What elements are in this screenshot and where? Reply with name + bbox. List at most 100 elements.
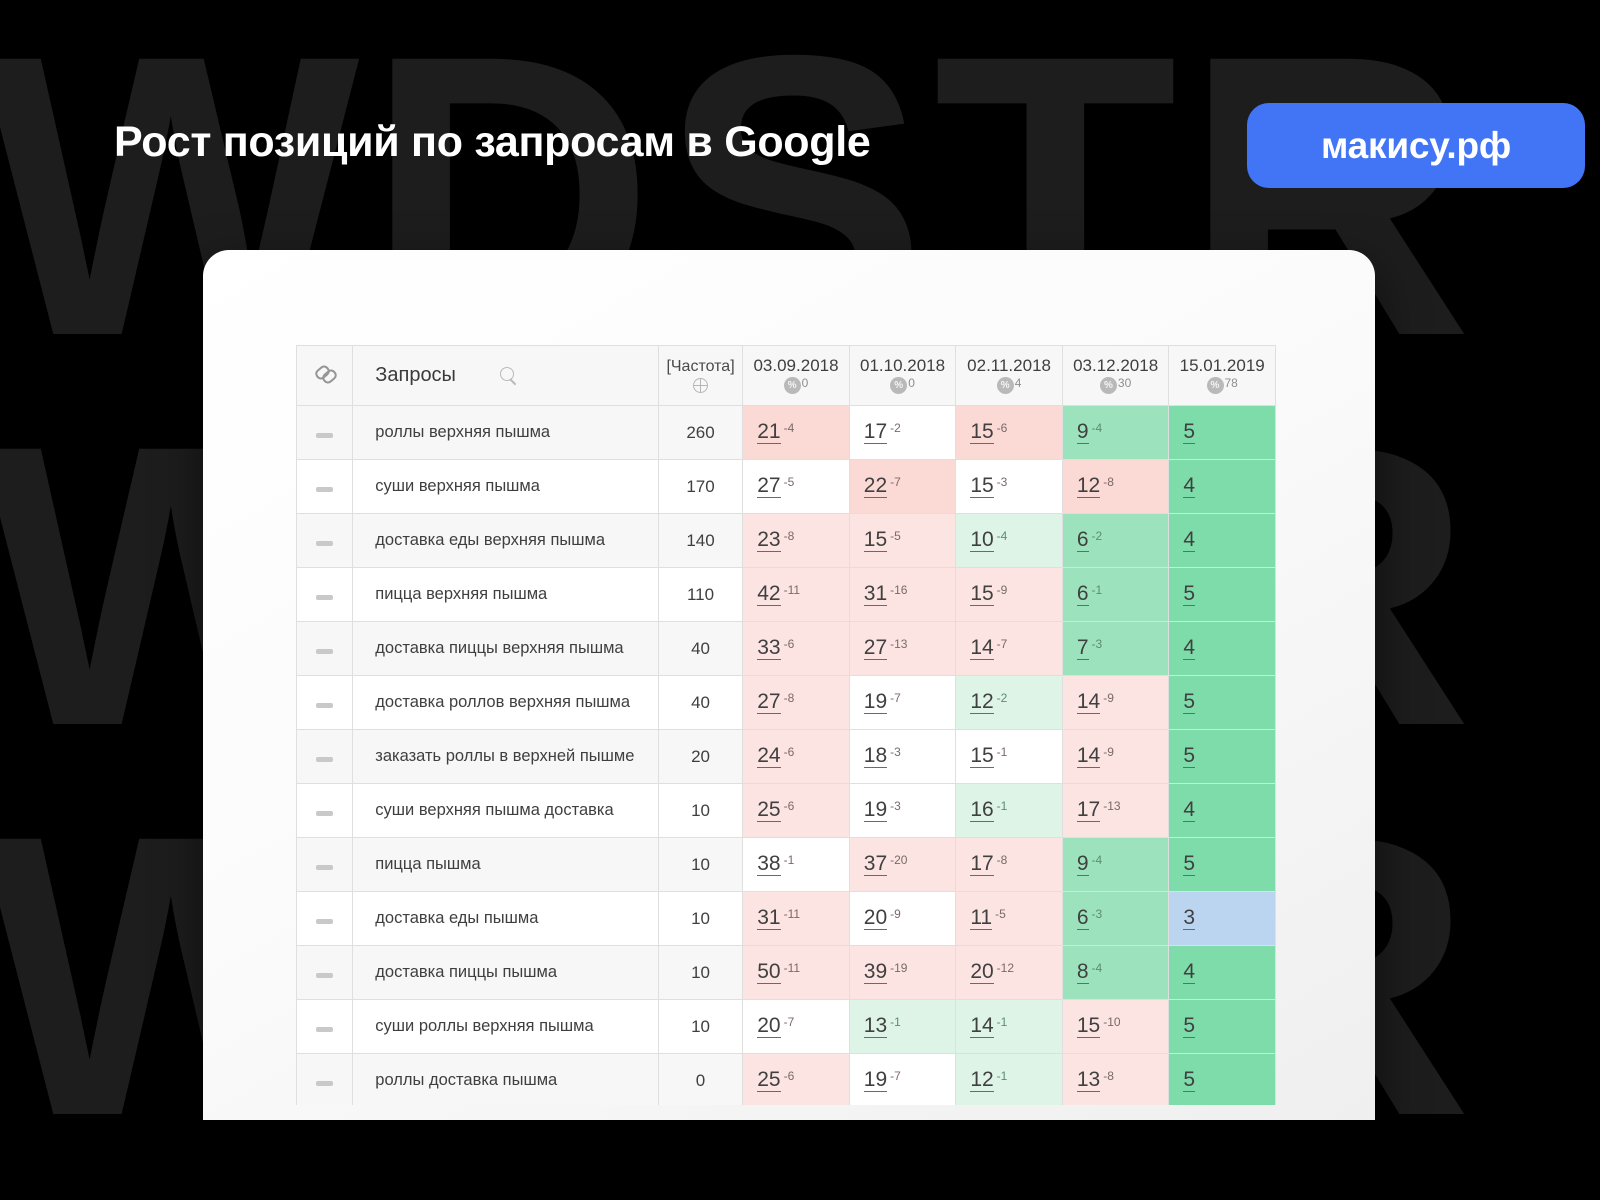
query-cell[interactable]: роллы верхняя пышма	[352, 405, 659, 460]
row-marker-cell[interactable]	[296, 999, 354, 1054]
query-cell[interactable]: пицца пышма	[352, 837, 659, 892]
table-row[interactable]: роллы доставка пышма 0 25 -6 19 -7 12 -1 13 -8 5	[296, 1053, 1276, 1105]
position-cell[interactable]: 9 -4	[1061, 405, 1170, 460]
position-cell[interactable]: 20 -7	[742, 999, 850, 1054]
position-cell[interactable]: 19 -3	[848, 783, 957, 838]
position-cell[interactable]: 31 -16	[848, 567, 957, 622]
query-cell[interactable]: роллы доставка пышма	[352, 1053, 659, 1105]
position-cell[interactable]: 15 -10	[1061, 999, 1170, 1054]
position-cell[interactable]: 7 -3	[1061, 621, 1170, 676]
row-marker-cell[interactable]	[296, 621, 354, 676]
query-cell[interactable]: доставка еды пышма	[352, 891, 659, 946]
position-cell[interactable]: 5	[1168, 567, 1276, 622]
position-cell[interactable]: 17 -2	[848, 405, 957, 460]
position-cell[interactable]: 39 -19	[848, 945, 957, 1000]
position-cell[interactable]: 14 -7	[955, 621, 1063, 676]
row-marker-cell[interactable]	[296, 675, 354, 730]
position-cell[interactable]: 24 -6	[742, 729, 850, 784]
position-cell[interactable]: 5	[1168, 1053, 1276, 1105]
position-cell[interactable]: 50 -11	[742, 945, 850, 1000]
row-marker-cell[interactable]	[296, 837, 354, 892]
row-marker-cell[interactable]	[296, 405, 354, 460]
position-cell[interactable]: 37 -20	[848, 837, 957, 892]
table-row[interactable]: доставка пиццы пышма 10 50 -11 39 -19 20 -12 8 -4…	[296, 945, 1276, 1000]
table-row[interactable]: суши верхняя пышма 170 27 -5 22 -7 15 -3 12 -8 4	[296, 459, 1276, 514]
query-cell[interactable]: суши верхняя пышма доставка	[352, 783, 659, 838]
row-marker-cell[interactable]	[296, 459, 354, 514]
table-row[interactable]: суши верхняя пышма доставка 10 25 -6 19 -3 16-…	[296, 783, 1276, 838]
column-header-date-3[interactable]: 02.11.2018% 4	[955, 345, 1063, 406]
position-cell[interactable]: 4	[1168, 945, 1276, 1000]
position-cell[interactable]: 14 -1	[955, 999, 1063, 1054]
table-row[interactable]: заказать роллы в верхней пышме 20 24 -6 18 -3…	[296, 729, 1276, 784]
position-cell[interactable]: 42 -11	[742, 567, 850, 622]
position-cell[interactable]: 25 -6	[742, 1053, 850, 1105]
position-cell[interactable]: 4	[1168, 621, 1276, 676]
position-cell[interactable]: 33 -6	[742, 621, 850, 676]
row-marker-cell[interactable]	[296, 945, 354, 1000]
position-cell[interactable]: 5	[1168, 729, 1276, 784]
query-cell[interactable]: заказать роллы в верхней пышме	[352, 729, 659, 784]
position-cell[interactable]: 15 -9	[955, 567, 1063, 622]
brand-badge[interactable]: макису.рф	[1247, 103, 1585, 188]
query-cell[interactable]: доставка роллов верхняя пышма	[352, 675, 659, 730]
position-cell[interactable]: 5	[1168, 837, 1276, 892]
position-cell[interactable]: 15 -1	[955, 729, 1063, 784]
table-row[interactable]: доставка роллов верхняя пышма 40 27 -8 19 -7 1…	[296, 675, 1276, 730]
row-marker-cell[interactable]	[296, 729, 354, 784]
column-header-link[interactable]	[296, 345, 354, 406]
query-cell[interactable]: доставка пиццы верхняя пышма	[352, 621, 659, 676]
position-cell[interactable]: 16 -1	[955, 783, 1063, 838]
row-marker-cell[interactable]	[296, 891, 354, 946]
position-cell[interactable]: 15 -5	[848, 513, 957, 568]
position-cell[interactable]: 27 -5	[742, 459, 850, 514]
position-cell[interactable]: 12 -1	[955, 1053, 1063, 1105]
row-marker-cell[interactable]	[296, 513, 354, 568]
position-cell[interactable]: 31 -11	[742, 891, 850, 946]
position-cell[interactable]: 25 -6	[742, 783, 850, 838]
position-cell[interactable]: 5	[1168, 675, 1276, 730]
position-cell[interactable]: 38 -1	[742, 837, 850, 892]
position-cell[interactable]: 13 -8	[1061, 1053, 1170, 1105]
position-cell[interactable]: 20 -9	[848, 891, 957, 946]
table-row[interactable]: доставка еды пышма 10 31 -11 20 -9 11 -5 6 -3 3	[296, 891, 1276, 946]
query-cell[interactable]: доставка пиццы пышма	[352, 945, 659, 1000]
position-cell[interactable]: 9 -4	[1061, 837, 1170, 892]
position-cell[interactable]: 17 -8	[955, 837, 1063, 892]
position-cell[interactable]: 19 -7	[848, 675, 957, 730]
table-row[interactable]: пицца верхняя пышма 110 42 -11 31 -16 15 -9 6 -1 5	[296, 567, 1276, 622]
row-marker-cell[interactable]	[296, 567, 354, 622]
position-cell[interactable]: 4	[1168, 459, 1276, 514]
table-row[interactable]: доставка еды верхняя пышма 140 23 -8 15 -5 10-…	[296, 513, 1276, 568]
position-cell[interactable]: 10 -4	[955, 513, 1063, 568]
query-cell[interactable]: суши роллы верхняя пышма	[352, 999, 659, 1054]
position-cell[interactable]: 8 -4	[1061, 945, 1170, 1000]
position-cell[interactable]: 5	[1168, 999, 1276, 1054]
rank-table-container[interactable]: Запросы [Частота] 03.09.2018% 0 01.10.2018…	[296, 345, 1276, 1105]
position-cell[interactable]: 18 -3	[848, 729, 957, 784]
position-cell[interactable]: 27 -13	[848, 621, 957, 676]
column-header-queries[interactable]: Запросы	[352, 345, 659, 406]
position-cell[interactable]: 15 -3	[955, 459, 1063, 514]
column-header-frequency[interactable]: [Частота]	[657, 345, 744, 406]
position-cell[interactable]: 19 -7	[848, 1053, 957, 1105]
position-cell[interactable]: 4	[1168, 783, 1276, 838]
position-cell[interactable]: 13 -1	[848, 999, 957, 1054]
position-cell[interactable]: 14 -9	[1061, 729, 1170, 784]
row-marker-cell[interactable]	[296, 783, 354, 838]
position-cell[interactable]: 4	[1168, 513, 1276, 568]
column-header-date-5[interactable]: 15.01.2019% 78	[1168, 345, 1276, 406]
column-header-date-2[interactable]: 01.10.2018% 0	[848, 345, 957, 406]
position-cell[interactable]: 6 -1	[1061, 567, 1170, 622]
position-cell[interactable]: 23 -8	[742, 513, 850, 568]
position-cell[interactable]: 3	[1168, 891, 1276, 946]
table-row[interactable]: доставка пиццы верхняя пышма 40 33 -6 27 -13 1…	[296, 621, 1276, 676]
query-cell[interactable]: доставка еды верхняя пышма	[352, 513, 659, 568]
position-cell[interactable]: 20 -12	[955, 945, 1063, 1000]
position-cell[interactable]: 5	[1168, 405, 1276, 460]
query-cell[interactable]: суши верхняя пышма	[352, 459, 659, 514]
table-row[interactable]: пицца пышма 10 38 -1 37 -20 17 -8 9 -4 5	[296, 837, 1276, 892]
position-cell[interactable]: 14 -9	[1061, 675, 1170, 730]
column-header-date-1[interactable]: 03.09.2018% 0	[742, 345, 850, 406]
position-cell[interactable]: 15 -6	[955, 405, 1063, 460]
